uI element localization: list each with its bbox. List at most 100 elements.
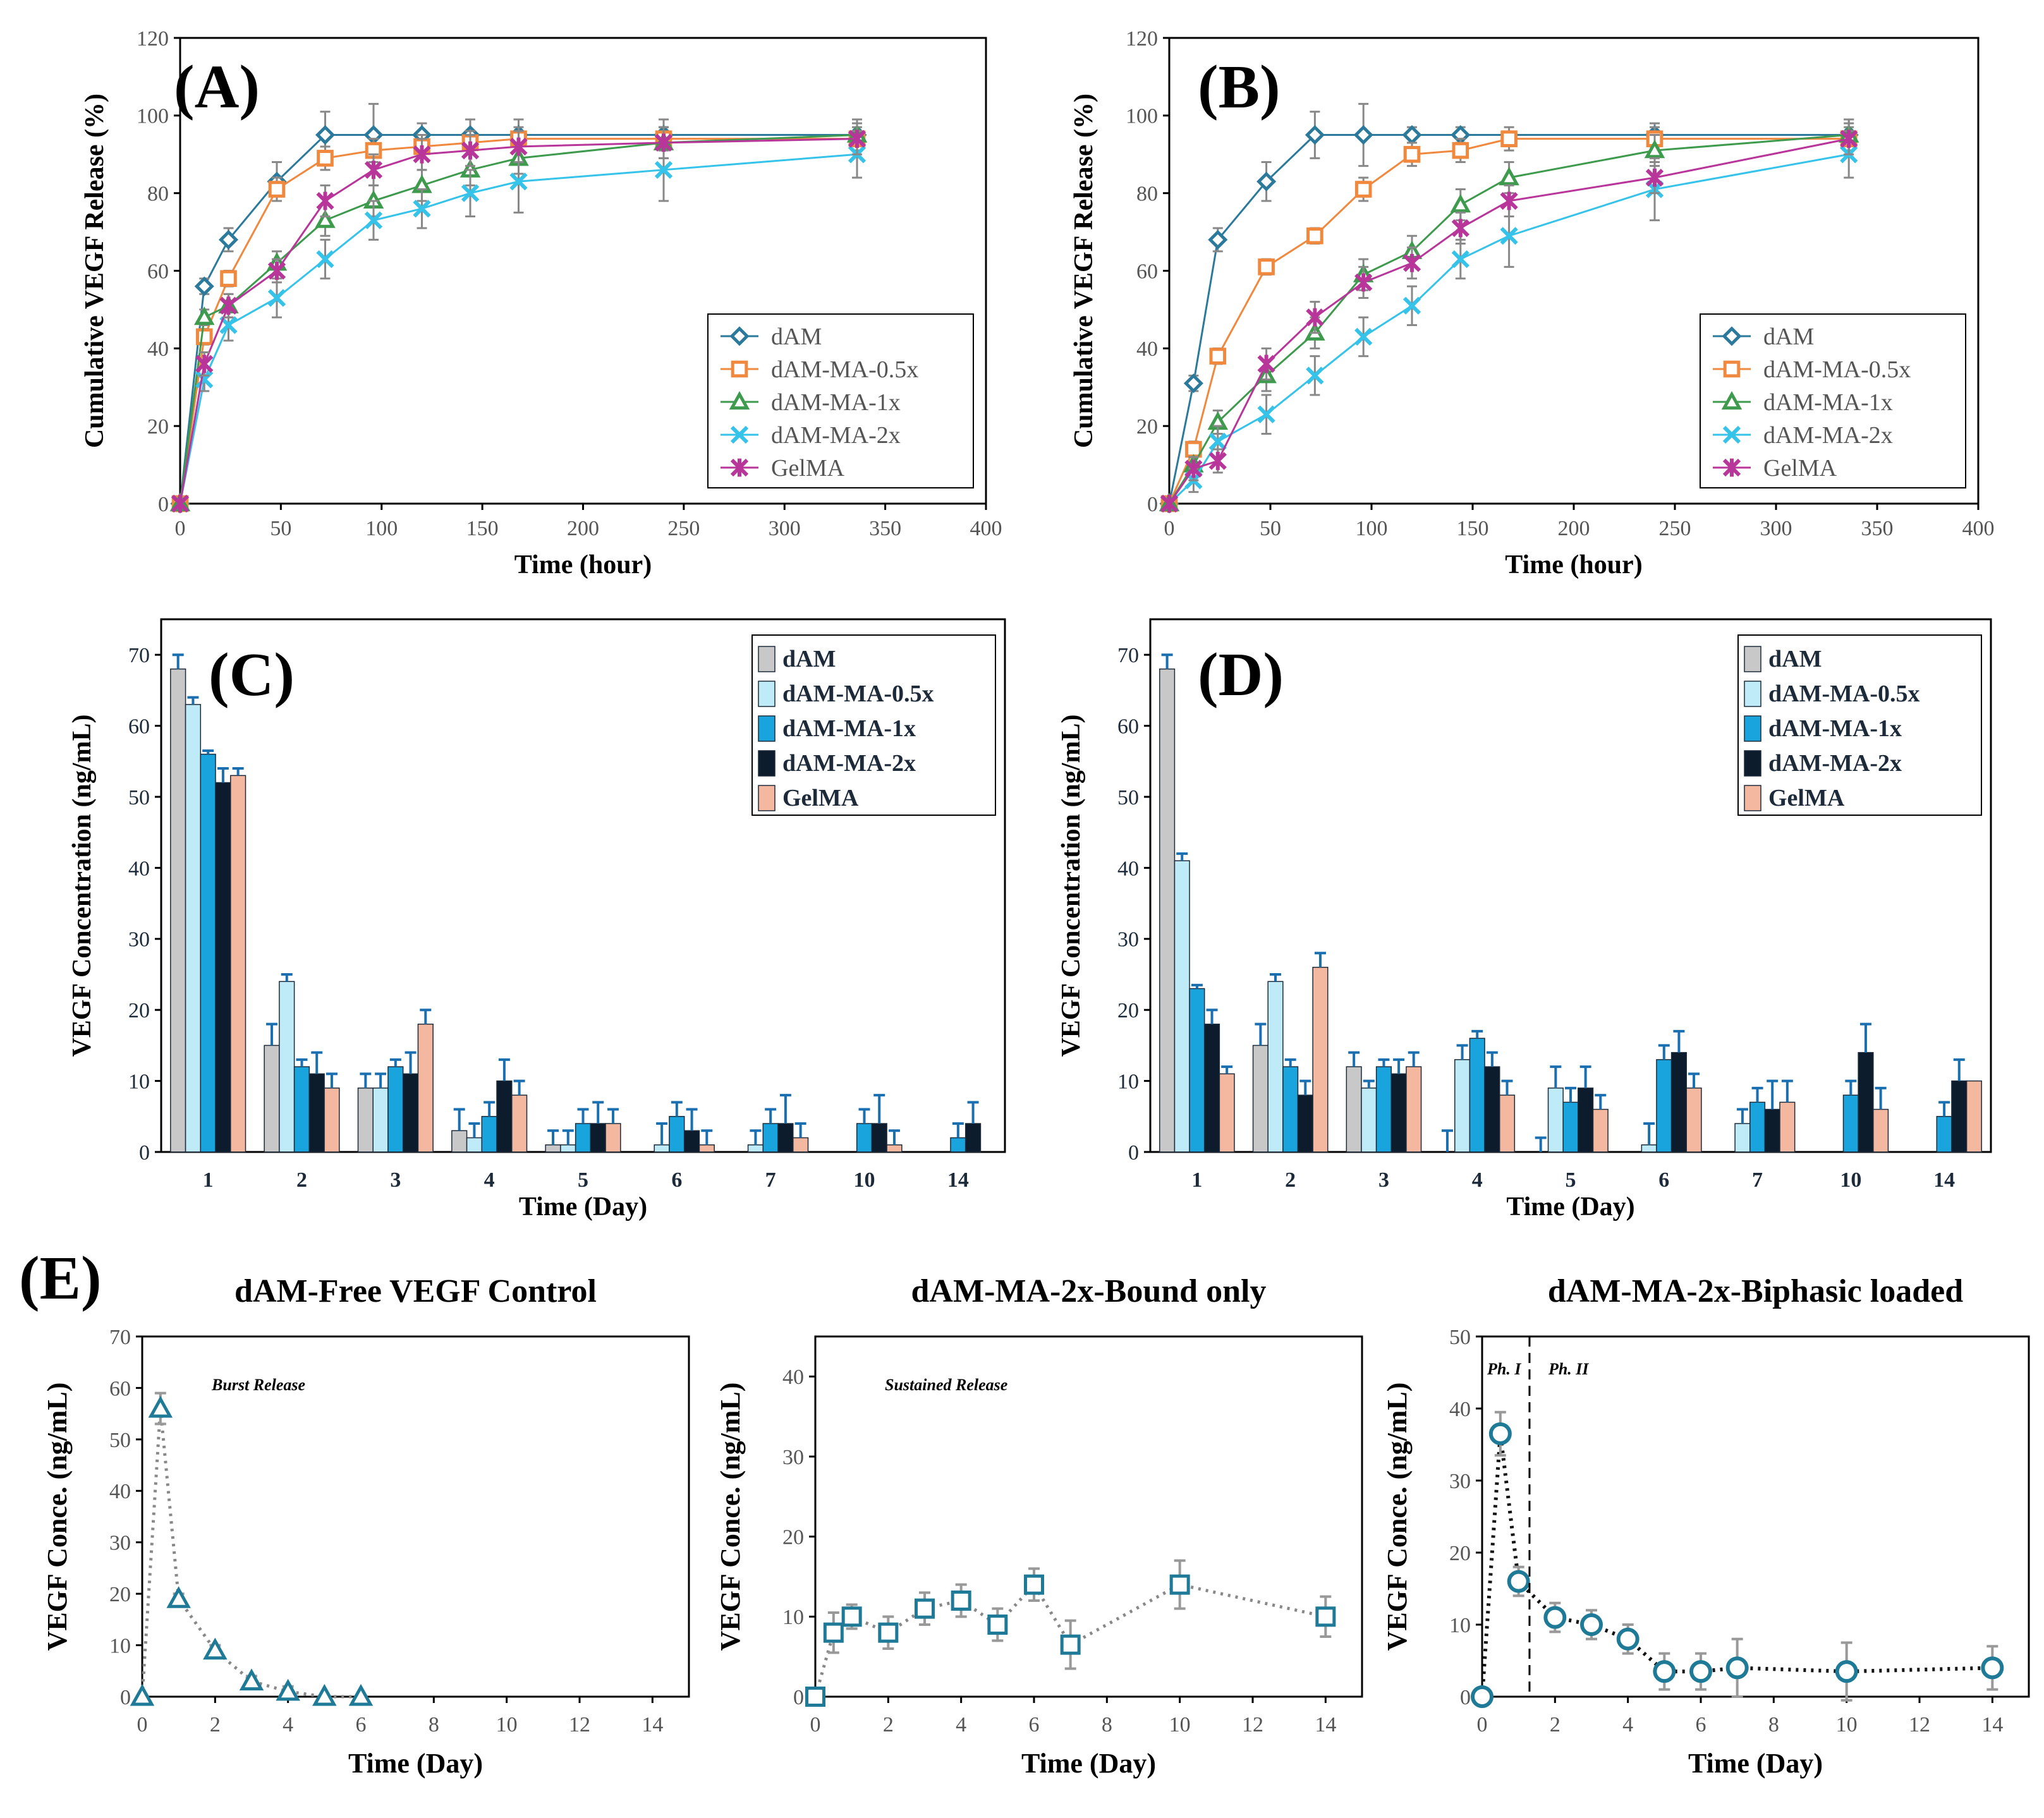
bar-gelma — [886, 1144, 903, 1153]
x-tick-label: 0 — [175, 517, 186, 540]
data-point — [1500, 130, 1518, 147]
legend-label: GelMA — [782, 785, 859, 811]
x-axis-label: Time (Day) — [1021, 1748, 1156, 1779]
bar-gelma — [230, 775, 246, 1153]
bar-group-day-7 — [1734, 1079, 1796, 1153]
bar-dam-ma-1x — [856, 1123, 873, 1153]
error-bar — [765, 1108, 777, 1124]
data-point — [1452, 142, 1469, 159]
bar-dam — [1159, 668, 1176, 1153]
data-point — [203, 1637, 228, 1660]
y-tick-label: 40 — [1449, 1398, 1471, 1421]
bar-group-day-5 — [545, 1101, 621, 1153]
data-point — [220, 270, 237, 288]
bar-dam-ma-1x — [481, 1116, 497, 1153]
y-tick-label: 70 — [1117, 644, 1139, 667]
bar-group-day-3 — [1346, 1051, 1422, 1153]
y-tick-label: 120 — [1126, 27, 1158, 51]
error-bar — [1953, 1058, 1965, 1081]
data-point — [915, 1598, 935, 1619]
bar-dam-ma-1x — [1375, 1066, 1392, 1153]
y-tick-label: 30 — [782, 1446, 804, 1469]
data-point — [166, 1586, 191, 1608]
data-point — [315, 209, 336, 228]
legend-label: dAM — [1763, 324, 1814, 350]
bar-group-day-6 — [654, 1101, 715, 1153]
error-bar — [1751, 1086, 1763, 1103]
error-bar — [1191, 983, 1203, 989]
series-line — [140, 1408, 361, 1699]
data-point — [312, 1683, 337, 1706]
data-point — [1500, 191, 1518, 210]
bar-dam-ma-2x — [777, 1123, 794, 1153]
x-tick-label: 8 — [1768, 1713, 1779, 1736]
y-tick-label: 10 — [782, 1606, 804, 1629]
x-tick-label: 0 — [137, 1713, 148, 1736]
x-tick-label: 50 — [1260, 517, 1281, 540]
data-point — [364, 211, 383, 229]
legend-label: dAM-MA-1x — [1768, 715, 1902, 742]
legend-swatch — [758, 715, 776, 742]
error-bar — [468, 1122, 480, 1138]
bar-dam — [451, 1130, 468, 1153]
error-bar — [1471, 1029, 1483, 1039]
bar-dam-ma-1x — [1749, 1101, 1766, 1153]
legend-marker — [731, 360, 748, 378]
x-tick-label: 10 — [854, 1168, 875, 1192]
legend-label: dAM-MA-2x — [782, 750, 916, 777]
legend-marker — [1723, 360, 1741, 378]
data-point — [1024, 1574, 1044, 1595]
y-tick-label: 50 — [1117, 786, 1139, 809]
legend-swatch — [758, 750, 776, 777]
error-bar — [1859, 1022, 1871, 1053]
data-point — [194, 276, 214, 296]
data-point — [1543, 1606, 1567, 1629]
legend-label: dAM-MA-1x — [782, 715, 916, 742]
error-bar — [858, 1108, 870, 1124]
bar-dam-ma-2x — [683, 1130, 700, 1153]
data-point — [951, 1591, 971, 1611]
error-bar — [202, 749, 214, 754]
y-axis-label: VEGF Concentration (ng/mL) — [1057, 714, 1086, 1057]
bar-dam-ma-2x — [964, 1123, 982, 1153]
data-point — [1306, 227, 1323, 245]
data-point — [1840, 130, 1858, 148]
data-point — [1507, 1570, 1530, 1593]
legend-swatch — [758, 785, 776, 811]
plot-area-frame — [141, 1335, 690, 1698]
x-tick-label: 0 — [1477, 1713, 1488, 1736]
x-tick-label: 7 — [1752, 1168, 1763, 1192]
data-point — [171, 494, 190, 513]
bar-gelma — [698, 1144, 715, 1153]
y-tick-label: 0 — [139, 1141, 150, 1165]
data-point — [1451, 219, 1469, 238]
data-point — [1644, 139, 1665, 159]
data-point — [1256, 171, 1277, 191]
bar-dam-ma-2x — [215, 782, 231, 1153]
y-tick-label: 40 — [147, 337, 169, 361]
y-tick-label: 80 — [147, 183, 169, 206]
series-gelma — [171, 122, 867, 513]
data-point — [1403, 145, 1421, 163]
error-bar — [1221, 1065, 1233, 1074]
error-bar — [266, 1022, 278, 1046]
y-tick-label: 40 — [128, 857, 150, 880]
legend-swatch — [758, 646, 776, 672]
error-bar — [172, 653, 184, 669]
error-bar — [1486, 1051, 1498, 1067]
data-point — [315, 125, 336, 145]
bar-dam-ma-1x — [1842, 1094, 1859, 1153]
error-bar — [701, 1129, 713, 1145]
bar-dam-ma-1x — [293, 1066, 310, 1153]
plot-area-frame — [814, 1335, 1363, 1698]
error-bar — [1673, 1029, 1685, 1053]
data-point — [1257, 355, 1275, 373]
data-point — [1616, 1627, 1639, 1651]
bar-dam-ma-2x — [1203, 1023, 1220, 1153]
data-point — [1499, 166, 1519, 186]
data-point — [848, 130, 867, 148]
data-point — [1451, 250, 1469, 269]
y-tick-label: 50 — [109, 1429, 131, 1452]
legend-swatch — [1744, 646, 1761, 672]
x-tick-label: 4 — [1472, 1168, 1483, 1192]
